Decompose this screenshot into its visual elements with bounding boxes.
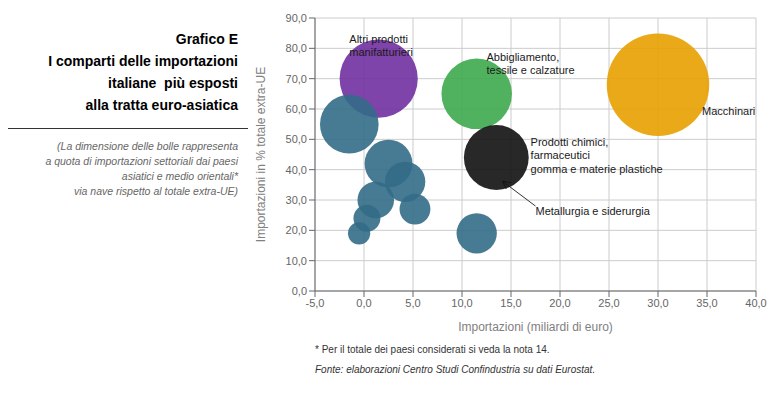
html-text:(La dimensione delle bolle rap: (La dimensione delle bolle rappresenta bbox=[57, 140, 238, 152]
svg-text:0,0: 0,0 bbox=[292, 285, 307, 297]
html-text:I comparti delle importazioni: I comparti delle importazioni bbox=[48, 53, 238, 69]
html-text:via nave rispetto al totale ex: via nave rispetto al totale extra-UE) bbox=[74, 185, 238, 197]
svg-text:60,0: 60,0 bbox=[286, 103, 307, 115]
svg-text:25,0: 25,0 bbox=[598, 297, 619, 309]
svg-text:Macchinari: Macchinari bbox=[702, 105, 755, 117]
html-text:alla tratta euro-asiatica: alla tratta euro-asiatica bbox=[85, 97, 238, 113]
html-text:asiatici e medio orientali*: asiatici e medio orientali* bbox=[121, 170, 238, 182]
svg-text:Importazioni in % totale extra: Importazioni in % totale extra-UE bbox=[254, 67, 268, 242]
svg-text:10,0: 10,0 bbox=[451, 297, 472, 309]
svg-text:90,0: 90,0 bbox=[286, 12, 307, 24]
svg-text:Metallurgia e siderurgia: Metallurgia e siderurgia bbox=[536, 205, 651, 217]
svg-text:-5,0: -5,0 bbox=[306, 297, 325, 309]
html-text:italiane più esposti: italiane più esposti bbox=[108, 75, 238, 91]
html-text:Grafico E: Grafico E bbox=[175, 31, 238, 47]
svg-text:70,0: 70,0 bbox=[286, 73, 307, 85]
html-text:Fonte: elaborazioni Centro Stu: Fonte: elaborazioni Centro Studi Confind… bbox=[315, 364, 596, 375]
svg-text:20,0: 20,0 bbox=[549, 297, 570, 309]
svg-text:80,0: 80,0 bbox=[286, 42, 307, 54]
svg-text:40,0: 40,0 bbox=[286, 164, 307, 176]
svg-text:35,0: 35,0 bbox=[696, 297, 717, 309]
svg-text:Altri prodottimanifatturieri: Altri prodottimanifatturieri bbox=[349, 33, 413, 59]
svg-text:20,0: 20,0 bbox=[286, 224, 307, 236]
svg-text:30,0: 30,0 bbox=[647, 297, 668, 309]
html-text:* Per il totale dei paesi cons: * Per il totale dei paesi considerati si… bbox=[315, 344, 550, 355]
svg-text:40,0: 40,0 bbox=[745, 297, 766, 309]
svg-text:15,0: 15,0 bbox=[500, 297, 521, 309]
svg-text:Abbigliamento,tessile e calzat: Abbigliamento,tessile e calzature bbox=[487, 51, 575, 77]
svg-text:5,0: 5,0 bbox=[405, 297, 420, 309]
svg-text:Prodotti chimici,farmaceuticig: Prodotti chimici,farmaceuticigomma e mat… bbox=[531, 136, 663, 175]
svg-text:0,0: 0,0 bbox=[356, 297, 371, 309]
svg-text:30,0: 30,0 bbox=[286, 194, 307, 206]
html-text:a quota di importazioni settor: a quota di importazioni settoriali dai p… bbox=[45, 155, 238, 167]
svg-text:10,0: 10,0 bbox=[286, 255, 307, 267]
svg-text:Importazioni (miliardi di euro: Importazioni (miliardi di euro) bbox=[458, 320, 613, 334]
svg-text:50,0: 50,0 bbox=[286, 133, 307, 145]
